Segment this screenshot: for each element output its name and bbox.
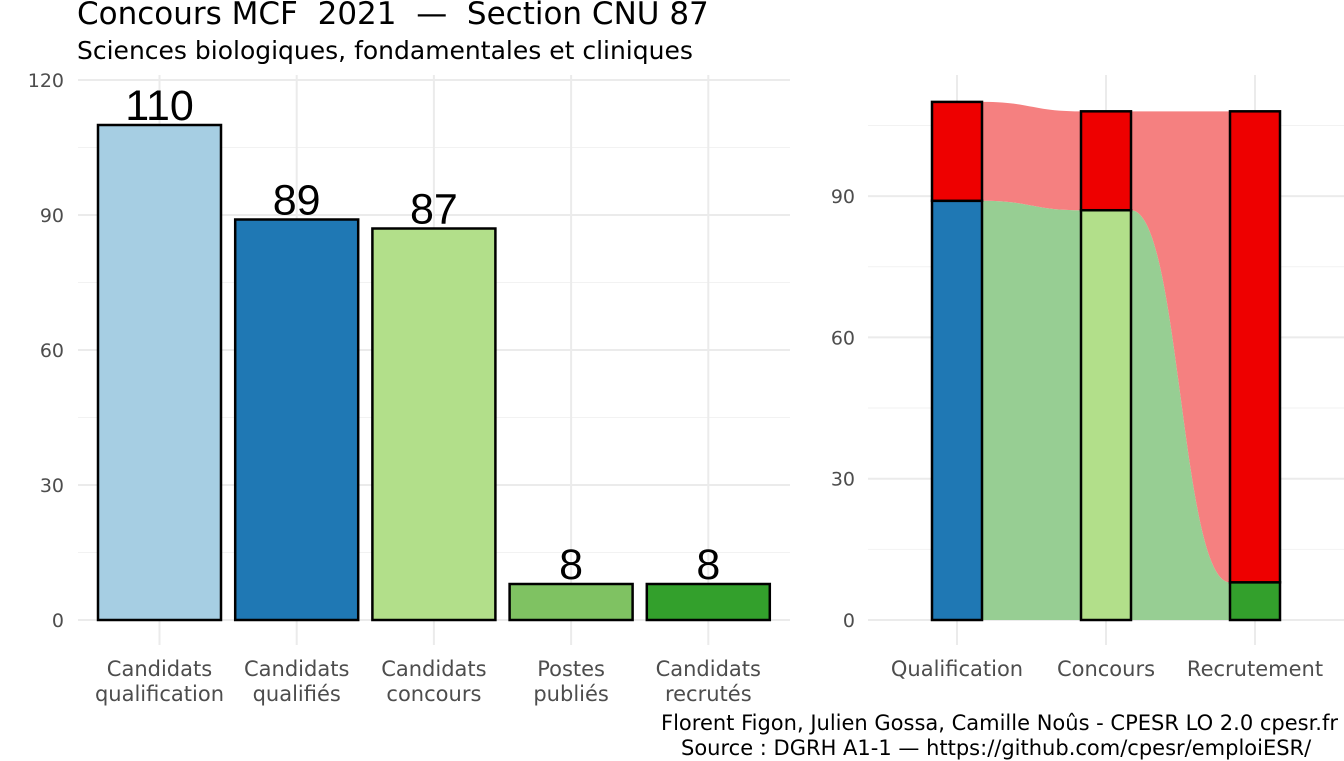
stack-bar-upper bbox=[1079, 110, 1133, 212]
flow-band-green bbox=[1131, 210, 1230, 621]
bar-value-label: 110 bbox=[125, 82, 194, 130]
x-tick-label: recrutés bbox=[665, 682, 752, 706]
y-tick-label: 90 bbox=[40, 205, 64, 227]
y-tick-label: 60 bbox=[40, 340, 64, 362]
stack-bar-upper bbox=[1228, 110, 1282, 584]
stack-bar-lower bbox=[1079, 208, 1133, 622]
x-tick-label: qualifiés bbox=[253, 682, 341, 706]
x-tick-label: Qualification bbox=[891, 657, 1023, 681]
x-tick-label: qualification bbox=[95, 682, 224, 706]
flow-band-red bbox=[982, 101, 1081, 211]
bar bbox=[96, 123, 223, 622]
y-tick-label: 90 bbox=[831, 186, 855, 208]
bar-value-label: 8 bbox=[559, 541, 583, 589]
y-tick-label: 30 bbox=[40, 475, 64, 497]
left-bar-panel: 0306090120110Candidatsqualification89Can… bbox=[28, 70, 790, 706]
bar bbox=[233, 218, 360, 622]
x-tick-label: Candidats bbox=[656, 657, 761, 681]
stack-bar-lower bbox=[1228, 581, 1282, 622]
x-tick-label: Candidats bbox=[107, 657, 212, 681]
caption-authors: Florent Figon, Julien Gossa, Camille Noû… bbox=[661, 711, 1338, 735]
chart-title: Concours MCF 2021 — Section CNU 87 bbox=[77, 0, 709, 32]
right-flow-panel: 0 30 60 90 Qualification Concours Recrutement bbox=[831, 75, 1344, 681]
y-tick-label: 0 bbox=[843, 610, 855, 632]
flow-band-red bbox=[1131, 111, 1230, 583]
bar-value-label: 87 bbox=[410, 186, 458, 234]
y-tick-label: 60 bbox=[831, 327, 855, 349]
x-tick-label: Recrutement bbox=[1187, 657, 1323, 681]
y-tick-label: 30 bbox=[831, 469, 855, 491]
bar bbox=[508, 582, 634, 622]
y-tick-label: 0 bbox=[52, 610, 64, 632]
caption-source: Source : DGRH A1-1 — https://github.com/… bbox=[681, 736, 1312, 760]
x-tick-label: concours bbox=[386, 682, 481, 706]
chart-subtitle: Sciences biologiques, fondamentales et c… bbox=[77, 36, 693, 65]
x-tick-label: Candidats bbox=[244, 657, 349, 681]
bar-value-label: 8 bbox=[696, 541, 720, 589]
stack-bar-lower bbox=[930, 199, 984, 622]
y-tick-label: 120 bbox=[28, 70, 64, 92]
bar bbox=[645, 582, 772, 622]
x-tick-label: publiés bbox=[533, 682, 609, 706]
x-tick-label: Postes bbox=[537, 657, 605, 681]
stack-bar-upper bbox=[930, 100, 984, 203]
bar-value-label: 89 bbox=[273, 177, 321, 225]
x-tick-label: Concours bbox=[1057, 657, 1155, 681]
bar bbox=[371, 227, 497, 622]
x-tick-label: Candidats bbox=[381, 657, 486, 681]
flow-band-green bbox=[982, 200, 1081, 620]
